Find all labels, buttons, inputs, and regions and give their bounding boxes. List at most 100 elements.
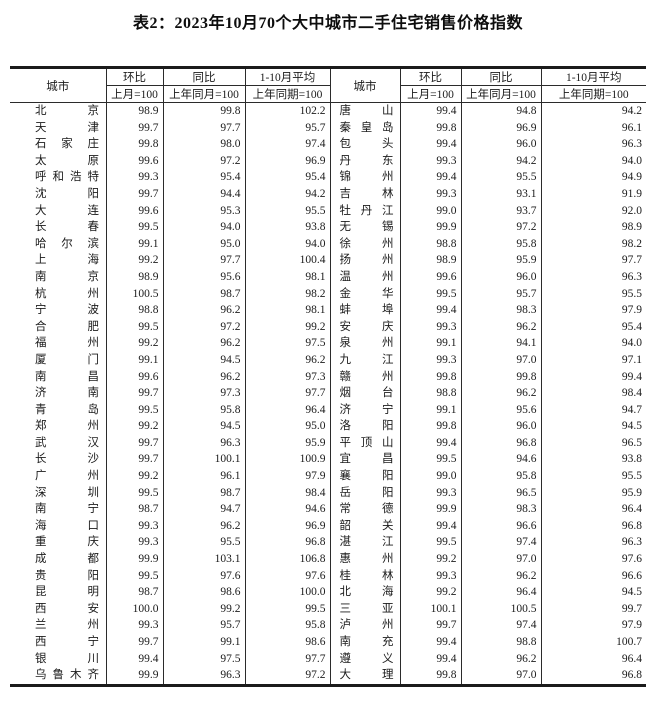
avg-value: 97.9 <box>540 302 646 319</box>
city-cell: 银川 <box>10 651 106 668</box>
yoy-value: 94.5 <box>162 351 245 369</box>
yoy-value: 95.0 <box>162 235 245 253</box>
city-name: 安庆 <box>339 320 394 333</box>
city-cell: 厦门 <box>10 352 106 369</box>
mom-value: 99.2 <box>399 551 461 568</box>
mom-value: 99.9 <box>399 219 461 236</box>
city-cell: 武汉 <box>10 435 106 452</box>
table-row: 福州 99.2 96.2 97.5 泉州 99.1 94.1 94.0 <box>10 335 646 352</box>
city-name: 泉州 <box>339 337 394 350</box>
city-name: 杭州 <box>35 287 99 300</box>
city-name: 长春 <box>35 221 99 234</box>
yoy-value: 99.8 <box>162 102 245 120</box>
city-name: 福州 <box>35 337 99 350</box>
city-cell: 济南 <box>10 385 106 402</box>
mom-value: 99.8 <box>399 418 461 435</box>
yoy-value: 96.3 <box>162 667 245 686</box>
city-cell: 扬州 <box>329 252 400 269</box>
city-cell: 济宁 <box>329 401 400 419</box>
mom-value: 99.8 <box>399 119 461 137</box>
avg-value: 98.9 <box>540 219 646 236</box>
yoy-value: 96.8 <box>460 434 541 452</box>
avg-value: 95.8 <box>244 617 330 634</box>
city-name: 宜昌 <box>339 453 394 466</box>
city-cell: 宜昌 <box>329 451 400 469</box>
city-cell: 金华 <box>329 285 400 303</box>
yoy-value: 96.0 <box>460 136 541 153</box>
yoy-value: 94.5 <box>162 418 245 435</box>
mom-value: 99.3 <box>399 484 461 502</box>
mom-value: 98.9 <box>105 268 163 286</box>
yoy-value: 98.6 <box>162 584 245 601</box>
mom-value: 99.0 <box>399 202 461 220</box>
mom-value: 99.1 <box>105 235 163 253</box>
avg-value: 96.2 <box>244 351 330 369</box>
city-cell: 长沙 <box>10 451 106 468</box>
city-cell: 三亚 <box>329 600 400 618</box>
city-cell: 北京 <box>10 103 106 120</box>
mom-value: 99.7 <box>105 119 163 137</box>
yoy-value: 97.4 <box>460 617 541 634</box>
avg-value: 95.9 <box>244 434 330 452</box>
avg-value: 97.1 <box>540 351 646 369</box>
city-cell: 常德 <box>329 501 400 518</box>
city-cell: 昆明 <box>10 584 106 601</box>
avg-value: 94.2 <box>244 185 330 203</box>
mom-value: 99.2 <box>399 584 461 601</box>
mom-value: 99.4 <box>399 650 461 668</box>
city-cell: 太原 <box>10 153 106 170</box>
city-name: 重庆 <box>35 536 99 549</box>
table-row: 昆明 98.7 98.6 100.0 北海 99.2 96.4 94.5 <box>10 584 646 601</box>
yoy-value: 96.1 <box>162 468 245 485</box>
header-yoy-base-right: 上年同月=100 <box>460 85 541 103</box>
avg-value: 98.1 <box>244 302 330 319</box>
avg-value: 98.1 <box>244 268 330 286</box>
header-yoy-base-left: 上年同月=100 <box>162 85 245 103</box>
mom-value: 99.3 <box>105 534 163 552</box>
header-avg-base-left: 上年同期=100 <box>244 85 330 103</box>
avg-value: 93.8 <box>540 451 646 469</box>
header-yoy-left: 同比 <box>162 67 245 86</box>
city-name: 徐州 <box>339 237 394 250</box>
mom-value: 99.3 <box>399 567 461 585</box>
avg-value: 100.4 <box>244 252 330 269</box>
city-cell: 西安 <box>10 601 106 618</box>
avg-value: 94.6 <box>244 501 330 518</box>
yoy-value: 96.2 <box>162 368 245 386</box>
city-name: 青岛 <box>35 403 99 416</box>
table-row: 兰州 99.3 95.7 95.8 泸州 99.7 97.4 97.9 <box>10 617 646 634</box>
city-cell: 赣州 <box>329 368 400 386</box>
table-row: 石家庄 99.8 98.0 97.4 包头 99.4 96.0 96.3 <box>10 136 646 153</box>
header-city-right: 城市 <box>329 67 400 103</box>
city-name: 北京 <box>35 105 99 117</box>
city-cell: 大连 <box>10 203 106 220</box>
header-avg-right: 1-10月平均 <box>540 67 646 86</box>
city-cell: 南充 <box>329 634 400 651</box>
table-row: 广州 99.2 96.1 97.9 襄阳 99.0 95.8 95.5 <box>10 468 646 485</box>
yoy-value: 97.2 <box>162 152 245 170</box>
yoy-value: 94.7 <box>162 501 245 518</box>
city-name: 金华 <box>339 287 394 300</box>
yoy-value: 97.4 <box>460 534 541 552</box>
mom-value: 98.8 <box>399 385 461 402</box>
city-name: 丹东 <box>339 154 394 167</box>
city-name: 岳阳 <box>339 486 394 499</box>
avg-value: 95.4 <box>244 169 330 186</box>
yoy-value: 96.4 <box>460 584 541 601</box>
city-name: 深圳 <box>35 486 99 499</box>
mom-value: 99.2 <box>105 335 163 352</box>
table-row: 银川 99.4 97.5 97.7 遵义 99.4 96.2 96.4 <box>10 650 646 668</box>
city-cell: 兰州 <box>10 617 106 634</box>
city-cell: 泸州 <box>329 617 400 634</box>
avg-value: 95.9 <box>540 484 646 502</box>
mom-value: 100.0 <box>105 600 163 618</box>
avg-value: 96.8 <box>540 667 646 686</box>
city-name: 锦州 <box>339 171 394 184</box>
city-name: 宁波 <box>35 304 99 317</box>
table-row: 郑州 99.2 94.5 95.0 洛阳 99.8 96.0 94.5 <box>10 418 646 435</box>
city-cell: 韶关 <box>329 517 400 535</box>
city-name: 济宁 <box>339 403 394 416</box>
yoy-value: 96.2 <box>162 302 245 319</box>
city-cell: 福州 <box>10 335 106 352</box>
city-name: 大理 <box>339 669 394 682</box>
